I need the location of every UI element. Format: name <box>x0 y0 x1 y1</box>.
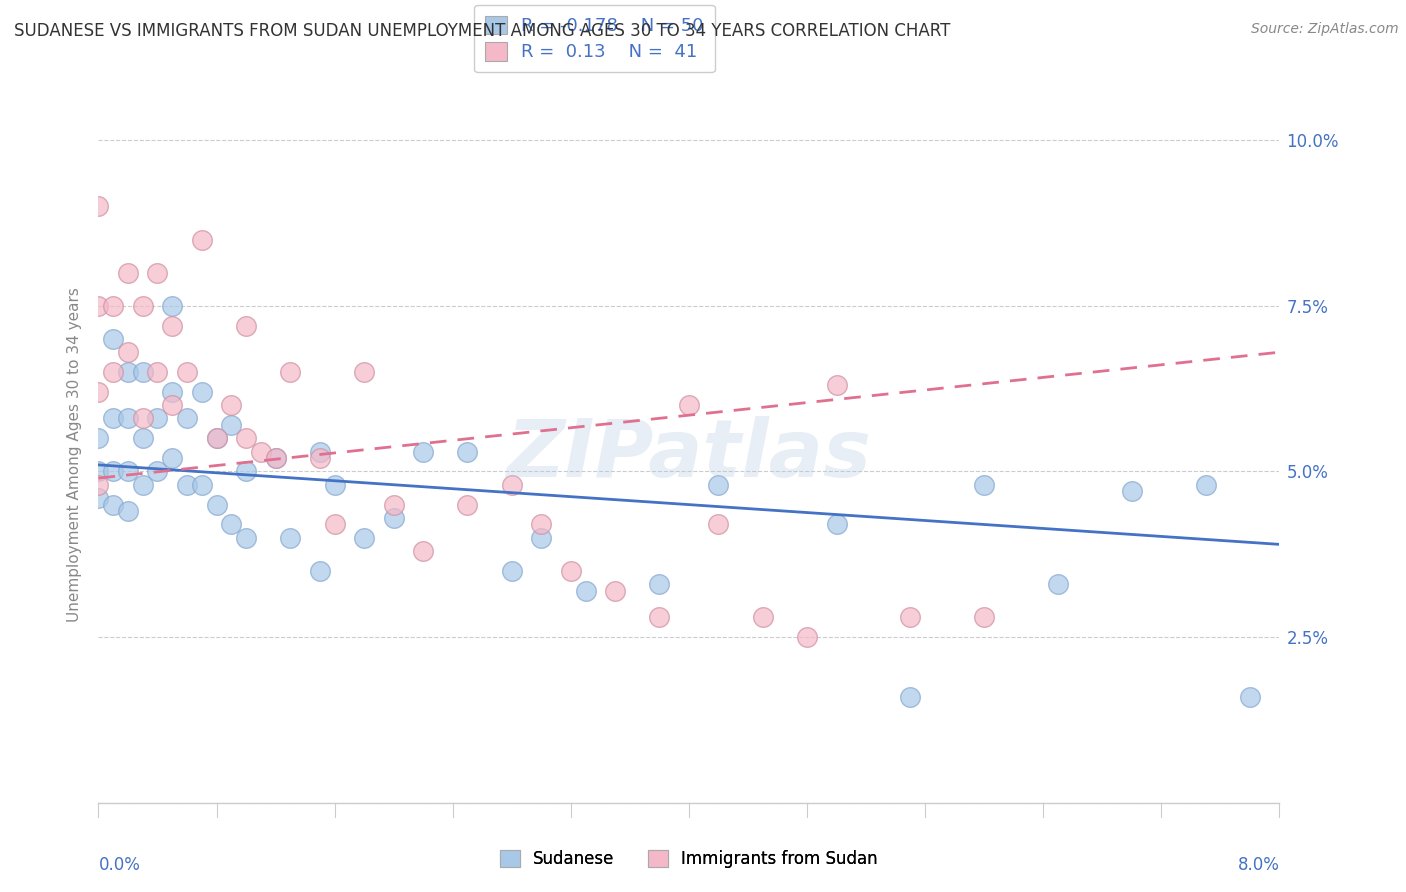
Text: Source: ZipAtlas.com: Source: ZipAtlas.com <box>1251 22 1399 37</box>
Point <box>117 504 139 518</box>
Point <box>264 451 287 466</box>
Point <box>456 498 478 512</box>
Point <box>707 517 730 532</box>
Point <box>87 491 110 505</box>
Point <box>117 411 139 425</box>
Point <box>132 365 155 379</box>
Point <box>648 610 671 624</box>
Point <box>191 384 214 399</box>
Point <box>382 511 405 525</box>
Point <box>278 365 302 379</box>
Point <box>191 233 214 247</box>
Point <box>382 498 405 512</box>
Point <box>323 517 346 532</box>
Point <box>235 531 257 545</box>
Point <box>87 477 110 491</box>
Point <box>87 384 110 399</box>
Point <box>412 544 434 558</box>
Point <box>205 498 228 512</box>
Text: 0.0%: 0.0% <box>98 855 141 874</box>
Point <box>176 477 198 491</box>
Point <box>574 583 596 598</box>
Point <box>825 378 848 392</box>
Point <box>235 465 257 479</box>
Point <box>796 630 818 644</box>
Point <box>87 199 110 213</box>
Point <box>825 517 848 532</box>
Point <box>219 517 242 532</box>
Point <box>146 365 169 379</box>
Point <box>1194 477 1216 491</box>
Point <box>103 365 125 379</box>
Point <box>900 610 922 624</box>
Point <box>235 318 257 333</box>
Point <box>117 266 139 280</box>
Point <box>103 299 125 313</box>
Point <box>323 477 346 491</box>
Point <box>103 411 125 425</box>
Point <box>117 465 139 479</box>
Point <box>648 577 671 591</box>
Point <box>605 583 627 598</box>
Point <box>87 299 110 313</box>
Point <box>117 365 139 379</box>
Text: ZIPatlas: ZIPatlas <box>506 416 872 494</box>
Point <box>162 299 183 313</box>
Point <box>560 564 582 578</box>
Point <box>219 398 242 412</box>
Point <box>1046 577 1069 591</box>
Point <box>530 517 553 532</box>
Point <box>219 418 242 433</box>
Point <box>900 690 922 704</box>
Point <box>176 365 198 379</box>
Point <box>1121 484 1143 499</box>
Point <box>162 318 183 333</box>
Point <box>751 610 773 624</box>
Point <box>412 444 434 458</box>
Point <box>146 411 169 425</box>
Point <box>501 564 523 578</box>
Text: SUDANESE VS IMMIGRANTS FROM SUDAN UNEMPLOYMENT AMONG AGES 30 TO 34 YEARS CORRELA: SUDANESE VS IMMIGRANTS FROM SUDAN UNEMPL… <box>14 22 950 40</box>
Point <box>205 431 228 445</box>
Point <box>162 451 183 466</box>
Point <box>132 411 155 425</box>
Point <box>117 345 139 359</box>
Point <box>530 531 553 545</box>
Point <box>353 365 375 379</box>
Point <box>87 431 110 445</box>
Point <box>501 477 523 491</box>
Point <box>308 444 332 458</box>
Point <box>162 398 183 412</box>
Point <box>235 431 257 445</box>
Point <box>191 477 214 491</box>
Point <box>1239 690 1261 704</box>
Point <box>132 299 155 313</box>
Point <box>162 384 183 399</box>
Point <box>456 444 478 458</box>
Point <box>678 398 700 412</box>
Point <box>146 465 169 479</box>
Y-axis label: Unemployment Among Ages 30 to 34 years: Unemployment Among Ages 30 to 34 years <box>67 287 83 623</box>
Point <box>308 451 332 466</box>
Point <box>103 332 125 346</box>
Point <box>176 411 198 425</box>
Point <box>87 465 110 479</box>
Point <box>353 531 375 545</box>
Point <box>103 465 125 479</box>
Point <box>132 431 155 445</box>
Point <box>973 477 995 491</box>
Point <box>278 531 302 545</box>
Point <box>264 451 287 466</box>
Point <box>308 564 332 578</box>
Point <box>103 498 125 512</box>
Point <box>707 477 730 491</box>
Legend: Sudanese, Immigrants from Sudan: Sudanese, Immigrants from Sudan <box>489 839 889 878</box>
Point <box>132 477 155 491</box>
Text: 8.0%: 8.0% <box>1237 855 1279 874</box>
Point <box>205 431 228 445</box>
Point <box>146 266 169 280</box>
Point <box>250 444 273 458</box>
Point <box>973 610 995 624</box>
